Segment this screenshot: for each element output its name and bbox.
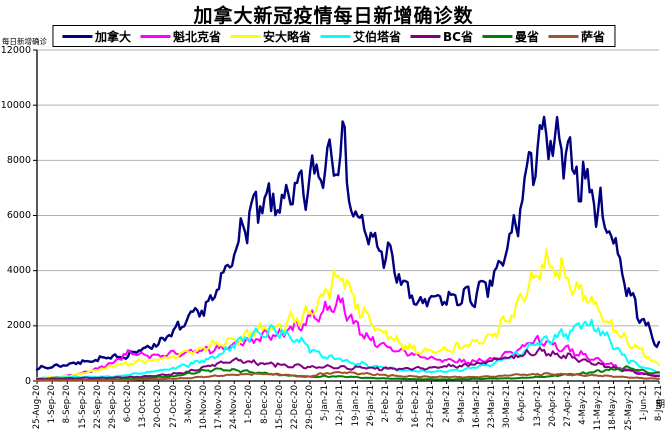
x-tick-label: 25-Aug-20 [32, 385, 42, 430]
x-tick-label: 10-Nov-20 [198, 385, 209, 430]
x-tick-label: 30-Mar-21 [502, 385, 513, 429]
x-tick-label: 9-Mar-21 [456, 385, 467, 423]
x-tick-label: 23-Mar-21 [487, 385, 498, 429]
x-tick-label: 4-May-21 [578, 385, 589, 425]
x-tick-label: 12-Jan-21 [335, 385, 346, 427]
legend-label: 加拿大 [94, 29, 131, 44]
x-tick-label: 20-Oct-20 [153, 385, 164, 428]
y-axis-title: 每日新增确诊 [2, 37, 47, 46]
legend-item: 萨省 [548, 28, 605, 45]
y-tick-label: 4000 [6, 265, 31, 277]
legend-item: 魁北克省 [139, 28, 221, 45]
x-tick-label: 15-Dec-20 [274, 385, 285, 430]
legend-item: 加拿大 [61, 28, 131, 45]
legend-label: 安大略省 [263, 29, 312, 44]
x-tick-label: 27-Apr-21 [562, 385, 573, 427]
x-tick-label: 29-Sep-20 [107, 385, 118, 429]
x-tick-label: 6-Apr-21 [517, 385, 528, 422]
x-tick-label: 8-Sep-20 [62, 385, 73, 424]
x-tick-label: 2-Mar-21 [441, 385, 452, 423]
x-tick-label: 26-Jan-21 [365, 385, 376, 427]
y-tick-label: 0 [24, 375, 31, 387]
legend-item: 艾伯塔省 [320, 28, 401, 45]
legend-label: 魁北克省 [172, 29, 221, 44]
x-tick-label: 16-Feb-21 [411, 385, 422, 428]
x-tick-label: 5-Jan-21 [320, 385, 331, 421]
legend-item: 安大略省 [230, 28, 311, 45]
legend-line-swatch [410, 34, 441, 38]
legend-label: BC省 [443, 29, 473, 44]
x-tick-label: 25-May-21 [623, 385, 634, 431]
x-tick-label: 20-Apr-21 [547, 385, 558, 427]
x-tick-label: 19-Jan-21 [350, 385, 361, 427]
y-tick-label: 8000 [6, 154, 31, 166]
x-tick-label: 6-Oct-20 [123, 385, 134, 423]
legend-line-swatch [61, 34, 92, 38]
x-tick-label: 13-Oct-20 [138, 385, 149, 428]
legend-line-swatch [320, 34, 351, 38]
x-tick-label: 17-Nov-20 [214, 385, 225, 430]
x-tick-label: 27-Oct-20 [168, 385, 179, 428]
x-tick-label: 23-Feb-21 [426, 385, 437, 428]
series-line [36, 318, 660, 380]
x-tick-label: 1-Sep-20 [47, 385, 58, 424]
x-tick-label: 9-Feb-21 [396, 385, 407, 423]
legend-line-swatch [482, 34, 512, 38]
series-line [36, 371, 660, 382]
x-tick-label: 22-Sep-20 [92, 385, 103, 429]
x-tick-label: 2-Feb-21 [380, 385, 391, 423]
series-line [35, 115, 661, 371]
legend-item: 曼省 [482, 28, 539, 45]
x-tick-label: 1-Dec-20 [244, 385, 255, 424]
x-tick-label: 13-Apr-21 [532, 385, 543, 427]
legend-line-swatch [139, 34, 170, 38]
legend-item: BC省 [410, 28, 473, 45]
x-tick-label: 15-Sep-20 [77, 385, 88, 429]
x-tick-label: 8-Jun-21 [654, 385, 664, 422]
x-tick-label: 18-May-21 [608, 385, 619, 431]
x-tick-label: 3-Nov-20 [183, 385, 194, 424]
x-tick-label: 11-May-21 [593, 385, 604, 431]
x-tick-label: 24-Nov-20 [229, 385, 240, 430]
x-tick-label: 8-Dec-20 [259, 385, 270, 424]
x-tick-label: 22-Dec-20 [289, 385, 300, 430]
series-line [36, 248, 660, 380]
x-axis-title: 期 [656, 400, 666, 410]
series-line [36, 346, 660, 381]
legend-label: 艾伯塔省 [353, 29, 402, 44]
series-line [36, 294, 660, 380]
legend: 加拿大 魁北克省 安大略省 艾伯塔省 BC省 曼省 萨省 [51, 25, 616, 47]
legend-label: 曼省 [515, 29, 540, 44]
x-tick-label: 29-Dec-20 [305, 385, 316, 430]
y-tick-label: 2000 [6, 320, 31, 332]
legend-line-swatch [230, 34, 260, 38]
y-tick-label: 12000 [0, 44, 31, 56]
x-tick-label: 1-Jun-21 [638, 385, 649, 422]
chart-title: 加拿大新冠疫情每日新增确诊数 [193, 5, 474, 27]
y-tick-label: 10000 [0, 99, 31, 111]
y-tick-label: 6000 [6, 210, 31, 221]
legend-label: 萨省 [581, 29, 606, 44]
legend-line-swatch [548, 34, 579, 38]
x-tick-label: 16-Mar-21 [471, 385, 482, 429]
